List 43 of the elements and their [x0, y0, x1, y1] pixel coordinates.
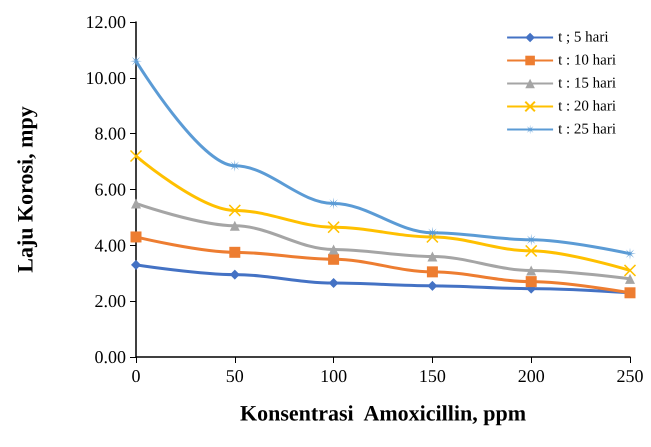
y-tick-label: 12.00	[86, 12, 126, 32]
y-tick-label: 8.00	[94, 124, 126, 144]
x-tick-label: 250	[616, 366, 644, 386]
point	[624, 248, 636, 260]
y-tick-label: 2.00	[94, 291, 126, 312]
y-tick-label: 4.00	[94, 235, 126, 256]
point	[327, 220, 340, 234]
point	[228, 204, 242, 217]
point	[328, 278, 339, 288]
point	[130, 55, 142, 68]
y-axis-title: Laju Korosi, mpy	[12, 106, 38, 273]
y-tick-label: 0.00	[94, 347, 126, 367]
point	[526, 265, 536, 276]
x-tick-label: 100	[320, 366, 348, 386]
x-tick-label: 0	[132, 366, 140, 386]
point	[131, 260, 141, 270]
point	[427, 280, 438, 291]
legend-label: t : 25 hari	[558, 122, 616, 138]
point	[427, 252, 438, 262]
point	[624, 264, 636, 277]
legend-label: t ; 5 hari	[558, 30, 608, 46]
point	[328, 254, 340, 265]
point	[230, 220, 240, 231]
point	[130, 150, 142, 162]
point	[328, 244, 339, 255]
y-tick-label: 6.00	[94, 180, 126, 200]
point	[524, 244, 538, 258]
point	[230, 270, 240, 280]
legend-label: t : 15 hari	[558, 76, 616, 92]
x-tick-label: 200	[518, 366, 545, 386]
point	[625, 274, 635, 284]
y-tick-label: 10.00	[86, 68, 126, 88]
legend-label: t : 10 hari	[558, 52, 616, 68]
x-tick-label: 50	[226, 366, 244, 386]
point	[130, 231, 142, 242]
x-axis-title: Konsentrasi Amoxicillin, ppm	[240, 400, 526, 426]
point	[229, 246, 240, 258]
point	[131, 198, 141, 208]
point	[426, 266, 438, 278]
legend-label: t : 20 hari	[558, 98, 616, 114]
point	[526, 276, 537, 288]
point	[426, 230, 439, 244]
x-tick-label: 150	[418, 366, 446, 386]
